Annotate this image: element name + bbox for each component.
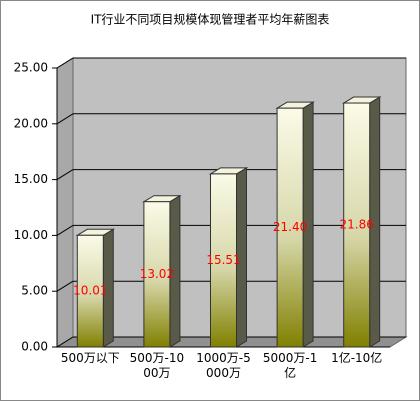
- value-label: 21.86: [340, 218, 374, 232]
- value-label: 10.01: [73, 284, 107, 298]
- x-tick-label: 1000万-5000万: [196, 351, 251, 380]
- grid-line: [56, 336, 74, 348]
- bar: [343, 102, 371, 348]
- y-tick-label: 0.00: [21, 340, 48, 354]
- bar: [276, 107, 304, 348]
- y-tick-label: 5.00: [21, 284, 48, 298]
- y-tick-label: 15.00: [14, 172, 48, 186]
- value-label: 13.02: [140, 267, 174, 281]
- grid-line: [56, 57, 74, 69]
- bar: [76, 234, 104, 348]
- grid-line: [56, 280, 74, 292]
- y-tick-label: 25.00: [14, 61, 48, 75]
- x-tick-label: 5000万-1亿: [262, 351, 318, 380]
- x-tick-label: 1亿-10亿: [331, 351, 383, 365]
- x-tick-label: 500万-1000万: [129, 351, 185, 380]
- y-tick-label: 10.00: [14, 228, 48, 242]
- bar: [210, 173, 237, 348]
- grid-line: [56, 224, 74, 236]
- x-tick-label: 500万以下: [60, 351, 120, 365]
- grid-line: [56, 169, 74, 181]
- value-label: 15.51: [206, 253, 240, 267]
- bar: [143, 201, 171, 348]
- y-tick-label: 20.00: [14, 116, 48, 130]
- side-wall: [56, 57, 74, 348]
- chart-title: IT行业不同项目规模体现管理者平均年薪图表: [91, 12, 330, 27]
- value-label: 21.40: [273, 220, 307, 234]
- grid-line: [56, 113, 74, 125]
